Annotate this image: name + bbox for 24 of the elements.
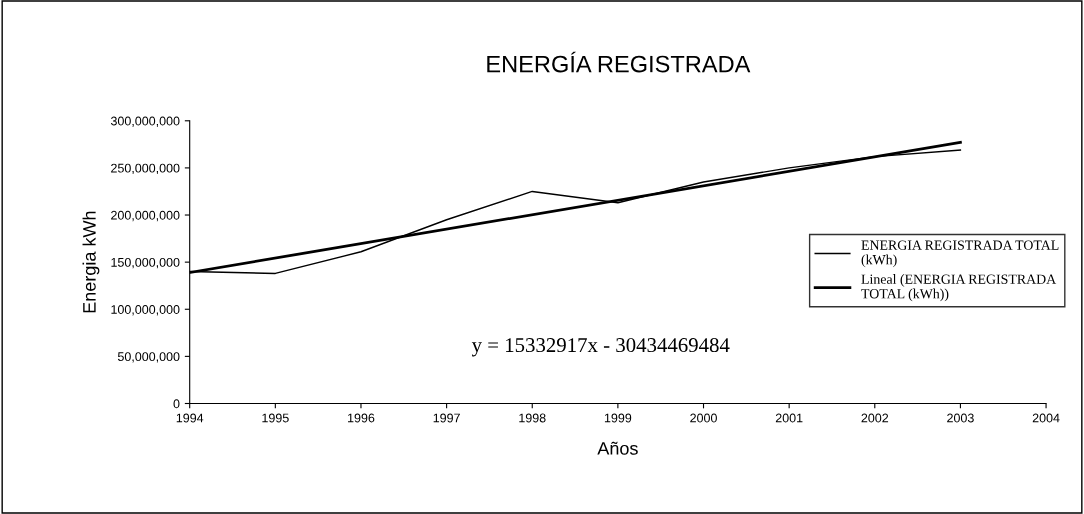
x-tick-label: 2003 bbox=[947, 413, 974, 423]
legend-label: ENERGIA REGISTRADA TOTAL (kWh) bbox=[861, 240, 1059, 268]
y-axis-title: Energia kWh bbox=[82, 211, 100, 313]
x-tick-label: 2004 bbox=[1032, 413, 1060, 423]
y-tick-label: 100,000,000 bbox=[111, 305, 180, 316]
y-tick-label: 300,000,000 bbox=[110, 116, 180, 127]
x-tick-label: 1994 bbox=[176, 413, 204, 423]
x-tick-label: 1997 bbox=[433, 413, 460, 423]
x-tick-label: 1995 bbox=[262, 413, 289, 423]
x-tick-label: 1998 bbox=[519, 413, 546, 423]
y-tick-label: 0 bbox=[173, 399, 180, 409]
x-tick-label: 2001 bbox=[775, 413, 803, 423]
y-tick-label: 250,000,000 bbox=[111, 163, 180, 175]
x-axis-title: Años bbox=[597, 441, 638, 455]
y-tick-label: 50,000,000 bbox=[117, 352, 180, 363]
y-tick-label: 150,000,000 bbox=[111, 257, 180, 269]
annotation: y = 15332917x - 30434469484 bbox=[471, 338, 730, 357]
x-tick-label: 1996 bbox=[348, 413, 375, 423]
chart-title: ENERGÍA REGISTRADA bbox=[487, 51, 751, 73]
legend-label: Lineal (ENERGIA REGISTRADA TOTAL (kWh)) bbox=[861, 274, 1057, 302]
x-tick-label: 1999 bbox=[604, 413, 632, 423]
y-tick-label: 200,000,000 bbox=[111, 210, 180, 222]
x-tick-label: 2002 bbox=[861, 413, 889, 423]
x-tick-label: 2000 bbox=[690, 413, 717, 423]
